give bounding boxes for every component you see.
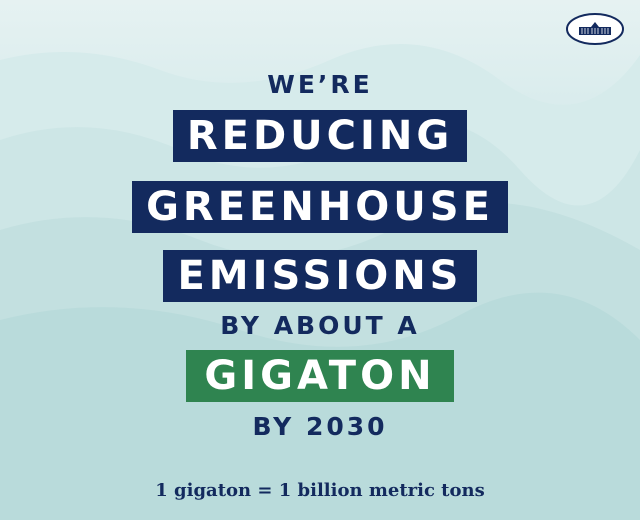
headline-box-reducing: REDUCING: [172, 110, 468, 162]
white-house-seal-icon: [566, 13, 624, 45]
headline-box-emissions: EMISSIONS: [163, 250, 477, 302]
footnote: 1 gigaton = 1 billion metric tons: [155, 480, 485, 501]
headline-line-by-about-a: BY ABOUT A: [220, 311, 420, 340]
headline-box-greenhouse: GREENHOUSE: [132, 181, 508, 233]
headline-box-gigaton: GIGATON: [186, 350, 454, 402]
headline-line-were: WE’RE: [267, 70, 373, 99]
headline-line-by-2030: BY 2030: [252, 412, 388, 441]
